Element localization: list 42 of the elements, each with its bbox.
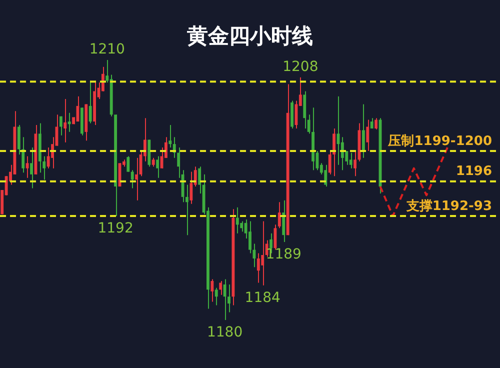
candlestick [59, 116, 62, 136]
candlestick [64, 98, 67, 143]
candlestick [219, 280, 222, 296]
candlestick [261, 220, 264, 286]
ref-line-label: 压制1199-1200 [387, 134, 492, 149]
candlestick [190, 171, 193, 204]
annotation: 1210 [89, 42, 125, 58]
candlestick [88, 80, 92, 124]
candlestick [223, 278, 226, 320]
candlestick [210, 278, 214, 302]
candlestick [282, 200, 286, 242]
ref-line-label: 支撑1192-93 [405, 198, 492, 214]
candlestick [214, 287, 218, 306]
ref-line-label: 1196 [456, 164, 492, 180]
annotation: 1208 [282, 58, 318, 75]
candlestick [68, 112, 71, 132]
candlestick [240, 220, 244, 232]
candlestick [278, 202, 281, 229]
candlestick [324, 164, 328, 188]
candlestick [349, 152, 352, 169]
annotation: 1180 [206, 324, 243, 341]
candlestick [46, 147, 50, 169]
candlestick [354, 150, 357, 177]
candlestick [236, 206, 239, 234]
candlestick [130, 170, 134, 189]
chart-title: 黄金四小时线 [187, 24, 313, 48]
annotation: 1192 [98, 220, 134, 237]
candlestick [332, 128, 336, 177]
candlestick [26, 156, 29, 178]
candlestick [135, 157, 138, 201]
annotation: 1189 [266, 246, 302, 263]
candlestick [256, 252, 260, 284]
candlestick [30, 147, 33, 189]
candlestick [366, 119, 370, 152]
candlestick [362, 104, 365, 158]
candlestick [126, 156, 130, 172]
candlestick [168, 124, 172, 148]
candlestick [156, 156, 160, 178]
annotation: 1184 [244, 290, 281, 306]
candlestick [374, 118, 378, 130]
candlestick [303, 90, 306, 129]
candlestick [370, 118, 374, 129]
